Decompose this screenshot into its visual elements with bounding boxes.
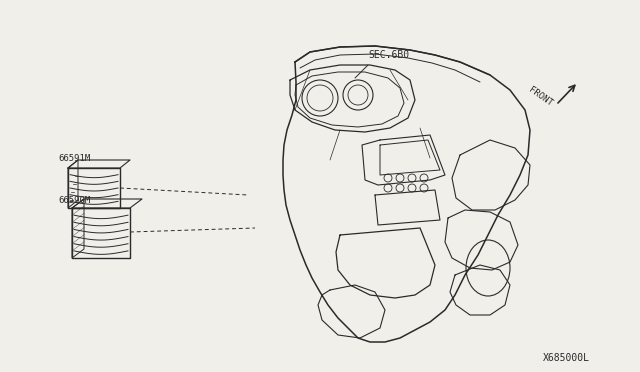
Text: FRONT: FRONT (527, 86, 554, 108)
Text: SEC.6B0: SEC.6B0 (368, 50, 409, 60)
Text: 66590M: 66590M (58, 196, 90, 205)
Text: X685000L: X685000L (543, 353, 590, 363)
Text: 66591M: 66591M (58, 154, 90, 163)
